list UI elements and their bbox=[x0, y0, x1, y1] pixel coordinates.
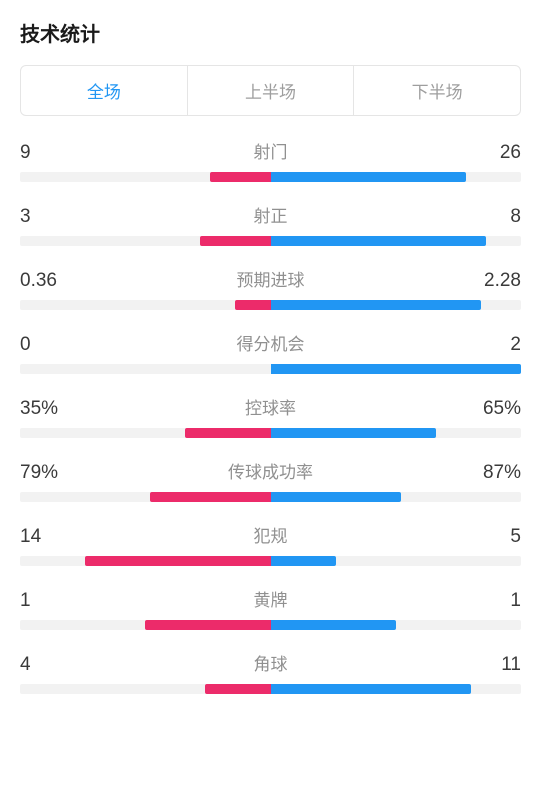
stat-row: 4角球11 bbox=[20, 650, 521, 694]
stat-row: 79%传球成功率87% bbox=[20, 458, 521, 502]
stat-header: 9射门26 bbox=[20, 138, 521, 164]
stat-bar-track bbox=[20, 620, 521, 630]
stat-bar-track bbox=[20, 172, 521, 182]
stat-value-left: 79% bbox=[20, 462, 70, 484]
stat-label: 射门 bbox=[70, 138, 471, 163]
stat-bar-right bbox=[271, 364, 522, 374]
tab-1[interactable]: 上半场 bbox=[188, 66, 355, 115]
stat-value-left: 9 bbox=[20, 142, 70, 164]
stats-panel: 技术统计 全场上半场下半场 9射门26 3射正8 0.36预期进球2.28 0得分机会… bbox=[0, 0, 541, 694]
stat-bar-left bbox=[200, 236, 270, 246]
stat-row: 1黄牌1 bbox=[20, 586, 521, 630]
stat-bar-track bbox=[20, 236, 521, 246]
stat-value-left: 0 bbox=[20, 334, 70, 356]
stat-bar-track bbox=[20, 556, 521, 566]
stat-value-right: 65% bbox=[471, 398, 521, 420]
stat-label: 角球 bbox=[70, 650, 471, 675]
stat-bar-left bbox=[145, 620, 270, 630]
stat-bar-track bbox=[20, 684, 521, 694]
panel-title: 技术统计 bbox=[20, 18, 521, 47]
stat-bar-left bbox=[235, 300, 270, 310]
stat-row: 35%控球率65% bbox=[20, 394, 521, 438]
stat-bar-left bbox=[85, 556, 270, 566]
stat-bar-track bbox=[20, 300, 521, 310]
stat-bar-right bbox=[271, 684, 471, 694]
stat-value-left: 35% bbox=[20, 398, 70, 420]
stat-label: 犯规 bbox=[70, 522, 471, 547]
stat-bar-right bbox=[271, 492, 401, 502]
stat-label: 控球率 bbox=[70, 394, 471, 419]
stat-bar-right bbox=[271, 428, 436, 438]
stat-header: 0得分机会2 bbox=[20, 330, 521, 356]
stat-bar-track bbox=[20, 364, 521, 374]
stat-value-left: 4 bbox=[20, 654, 70, 676]
stat-value-left: 1 bbox=[20, 590, 70, 612]
stat-label: 得分机会 bbox=[70, 330, 471, 355]
stat-bar-right bbox=[271, 236, 486, 246]
stat-label: 黄牌 bbox=[70, 586, 471, 611]
period-tabs: 全场上半场下半场 bbox=[20, 65, 521, 116]
stat-bar-left bbox=[205, 684, 270, 694]
stat-row: 3射正8 bbox=[20, 202, 521, 246]
tab-2[interactable]: 下半场 bbox=[354, 66, 520, 115]
stat-row: 0得分机会2 bbox=[20, 330, 521, 374]
stat-value-right: 2.28 bbox=[471, 270, 521, 292]
stat-label: 传球成功率 bbox=[70, 458, 471, 483]
stat-bar-left bbox=[150, 492, 270, 502]
stat-row: 9射门26 bbox=[20, 138, 521, 182]
stat-header: 0.36预期进球2.28 bbox=[20, 266, 521, 292]
stat-label: 预期进球 bbox=[70, 266, 471, 291]
stat-bar-right bbox=[271, 556, 336, 566]
stat-bar-track bbox=[20, 492, 521, 502]
stat-value-left: 3 bbox=[20, 206, 70, 228]
stat-header: 79%传球成功率87% bbox=[20, 458, 521, 484]
stat-header: 3射正8 bbox=[20, 202, 521, 228]
stat-value-right: 2 bbox=[471, 334, 521, 356]
stat-value-right: 8 bbox=[471, 206, 521, 228]
stat-value-right: 5 bbox=[471, 526, 521, 548]
stat-header: 14犯规5 bbox=[20, 522, 521, 548]
stat-bar-right bbox=[271, 300, 481, 310]
stat-label: 射正 bbox=[70, 202, 471, 227]
stat-value-left: 0.36 bbox=[20, 270, 70, 292]
stat-header: 1黄牌1 bbox=[20, 586, 521, 612]
stat-bar-right bbox=[271, 172, 466, 182]
stat-value-right: 87% bbox=[471, 462, 521, 484]
stat-header: 4角球11 bbox=[20, 650, 521, 676]
stat-value-right: 11 bbox=[471, 654, 521, 676]
tab-0[interactable]: 全场 bbox=[21, 66, 188, 115]
stat-bar-track bbox=[20, 428, 521, 438]
stat-row: 14犯规5 bbox=[20, 522, 521, 566]
stat-bar-right bbox=[271, 620, 396, 630]
stat-value-right: 26 bbox=[471, 142, 521, 164]
stat-value-left: 14 bbox=[20, 526, 70, 548]
stat-bar-left bbox=[210, 172, 270, 182]
stat-row: 0.36预期进球2.28 bbox=[20, 266, 521, 310]
stat-value-right: 1 bbox=[471, 590, 521, 612]
stat-bar-left bbox=[185, 428, 270, 438]
stat-header: 35%控球率65% bbox=[20, 394, 521, 420]
stats-list: 9射门26 3射正8 0.36预期进球2.28 0得分机会2 35%控球率65% 79%传… bbox=[20, 138, 521, 694]
